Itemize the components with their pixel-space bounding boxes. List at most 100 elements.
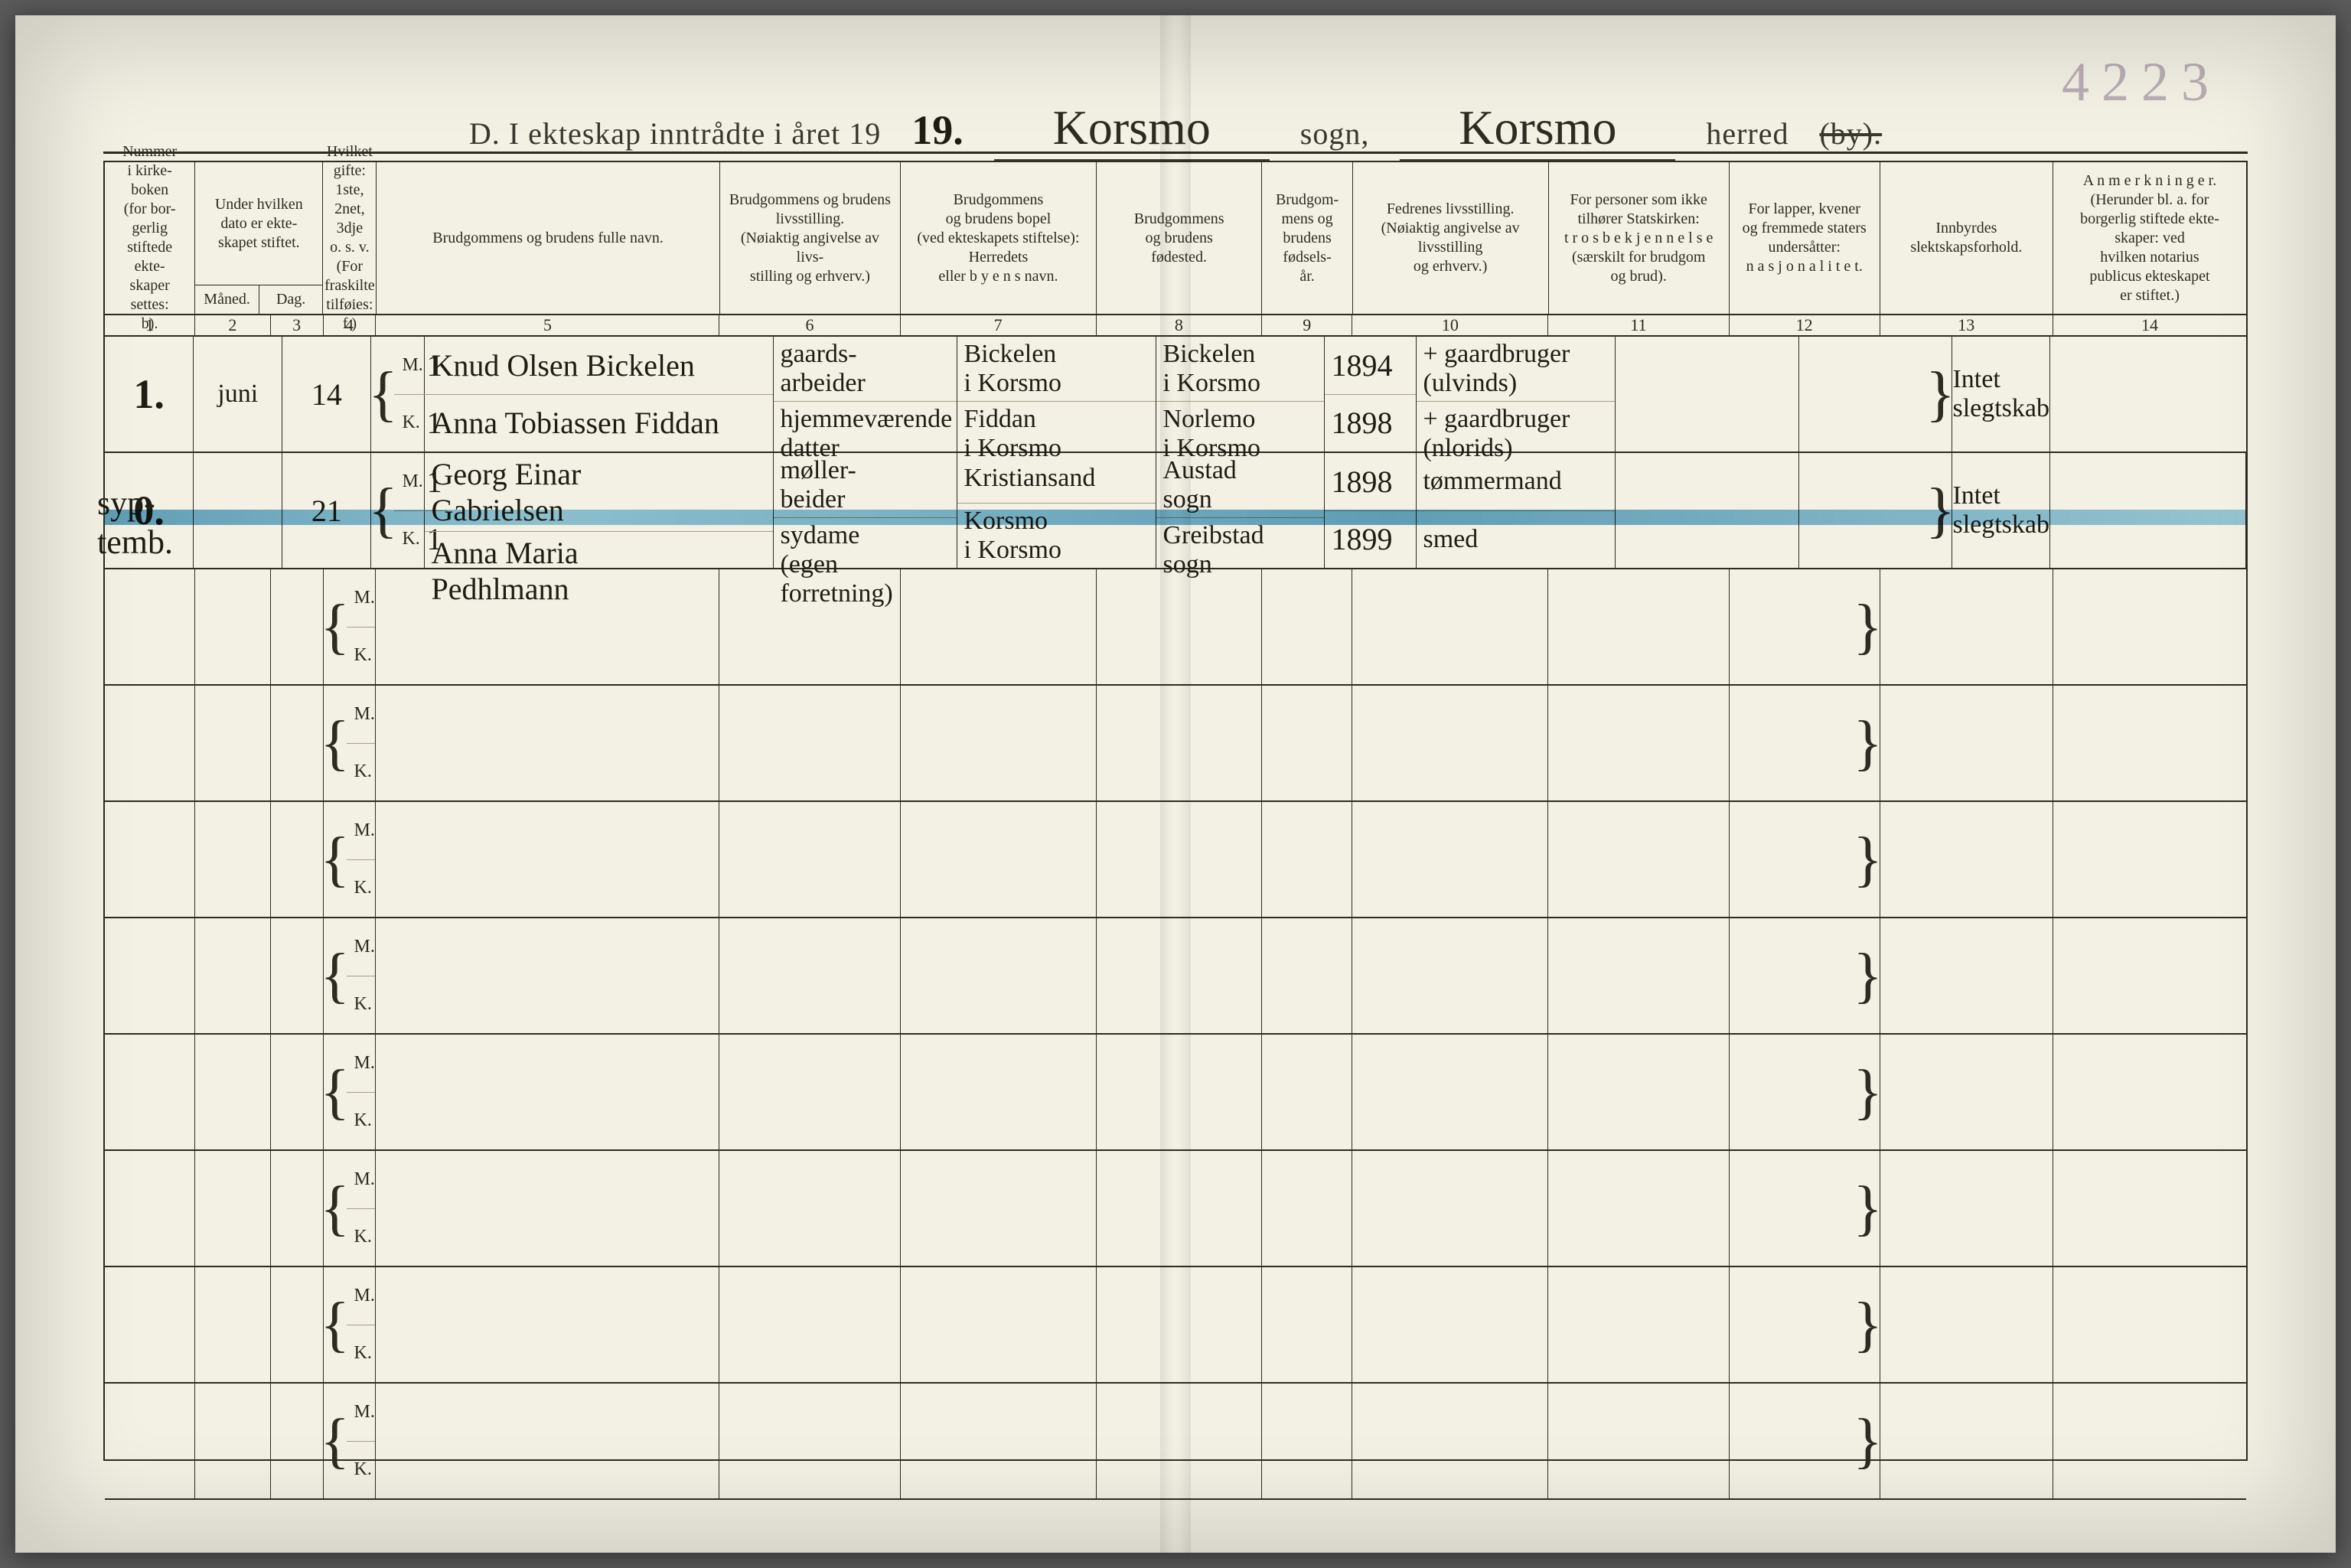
cell: KristiansandKorsmo i Korsmo xyxy=(957,453,1156,568)
brace-icon: { xyxy=(324,1035,347,1149)
mk-label-k: K. xyxy=(347,1343,373,1364)
colnum-4: 4 xyxy=(324,315,377,335)
colnum-6: 6 xyxy=(719,315,900,335)
cell-empty xyxy=(1548,1035,1729,1149)
cell-empty: {M.K. xyxy=(324,1267,377,1382)
cell-empty xyxy=(2053,686,2246,800)
cell-empty xyxy=(719,1267,900,1382)
brace-icon: { xyxy=(324,1267,347,1382)
cell: Intet slegtskab xyxy=(1952,453,2050,568)
mk-label-k: K. xyxy=(347,1459,373,1480)
cell-empty xyxy=(901,686,1097,800)
table-row-empty: {M. K.} xyxy=(105,1384,2246,1500)
table-row-empty: {M.K.} xyxy=(105,686,2246,802)
page-number-pencil: 4223 xyxy=(2062,51,2221,114)
cell-empty xyxy=(1097,918,1263,1033)
cell-empty: } xyxy=(1730,1384,1880,1498)
cell-empty: } xyxy=(1730,802,1880,917)
brace-icon: { xyxy=(371,453,394,568)
mk-label-k: K. xyxy=(347,1110,373,1131)
cell-empty xyxy=(195,686,270,800)
cell-empty xyxy=(1352,1151,1548,1266)
cell-empty: {M.K. xyxy=(324,1151,377,1266)
cell-empty xyxy=(1262,686,1352,800)
head-col-14: A n m e r k n i n g e r. (Herunder bl. a… xyxy=(2053,162,2246,314)
cell xyxy=(1616,337,1799,451)
colnum-2: 2 xyxy=(195,315,270,335)
brace-icon: { xyxy=(324,1151,347,1266)
brace-right-icon: } xyxy=(1857,686,1880,800)
cell-empty xyxy=(1262,918,1352,1033)
cell-empty xyxy=(1352,686,1548,800)
cell-empty xyxy=(719,686,900,800)
mk-label-k: K. xyxy=(347,761,373,782)
title-herred-label: herred xyxy=(1706,116,1789,152)
brace-right-icon: } xyxy=(1857,802,1880,917)
cell-empty xyxy=(195,918,270,1033)
cell-empty xyxy=(1097,569,1263,684)
cell-empty xyxy=(1880,569,2053,684)
head-col-2-3-sub: Måned. Dag. xyxy=(195,285,322,314)
title-row: D. I ekteskap inntrådte i året 19 19. Ko… xyxy=(15,99,2336,161)
cell-empty xyxy=(1097,686,1263,800)
head-col-13: Innbyrdes slektskapsforhold. xyxy=(1880,162,2053,314)
cell: 21 xyxy=(282,453,371,568)
head-sub-day: Dag. xyxy=(259,285,323,314)
cell: tømmermandsmed xyxy=(1417,453,1616,568)
handwriting: Bickelen i Korsmo xyxy=(1162,340,1260,398)
brace-icon: { xyxy=(324,1384,347,1498)
cell-empty xyxy=(1262,569,1352,684)
cell-empty xyxy=(271,1035,324,1149)
cell-empty xyxy=(1880,1384,2053,1498)
cell-empty xyxy=(1262,802,1352,917)
colnum-11: 11 xyxy=(1548,315,1729,335)
cell-empty xyxy=(1548,1384,1729,1498)
title-herred-hand: Korsmo xyxy=(1400,99,1675,161)
cell-empty xyxy=(271,802,324,917)
cell-empty xyxy=(2053,1384,2246,1498)
cell-empty xyxy=(271,918,324,1033)
cell-empty: {M.K. xyxy=(324,686,377,800)
cell: 18981899 xyxy=(1325,453,1417,568)
head-col-7: Brudgommens og brudens bopel (ved ektesk… xyxy=(901,162,1097,314)
mk-label-k: K. xyxy=(347,645,373,666)
cell: Georg Einar GabrielsenAnna Maria Pedhlma… xyxy=(425,453,774,568)
cell: 14 xyxy=(282,337,371,451)
cell-empty xyxy=(719,1151,900,1266)
cell-empty xyxy=(901,1267,1097,1382)
cell-empty xyxy=(2053,802,2246,917)
cell-empty xyxy=(1097,802,1263,917)
mk-label-m: M. xyxy=(347,1402,373,1423)
colnum-8: 8 xyxy=(1097,315,1263,335)
cell: {M.K.11 xyxy=(371,337,425,451)
colnum-5: 5 xyxy=(376,315,719,335)
title-struck-by: (by). xyxy=(1819,116,1882,152)
cell-empty: } xyxy=(1730,686,1880,800)
cell: gaards- arbeiderhjemmeværende datter xyxy=(774,337,957,451)
cell-empty xyxy=(1097,1035,1263,1149)
head-col-2-3: Under hvilken dato er ekte- skapet stift… xyxy=(195,162,323,314)
head-sub-month: Måned. xyxy=(195,285,259,314)
cell-empty xyxy=(2053,569,2246,684)
brace-icon: { xyxy=(324,918,347,1033)
cell-empty: } xyxy=(1730,1035,1880,1149)
cell-empty xyxy=(1548,686,1729,800)
head-col-11: For personer som ikke tilhører Statskirk… xyxy=(1549,162,1730,314)
mk-label-m: M. xyxy=(347,1169,373,1190)
cell-empty: {M.K. xyxy=(324,569,377,684)
cell: møller- beidersydame (egen forretning) xyxy=(774,453,957,568)
cell-empty xyxy=(1880,1035,2053,1149)
brace-right-icon: } xyxy=(1929,337,1952,451)
mk-label-k: K. xyxy=(394,529,420,549)
brace-right-icon: } xyxy=(1857,1151,1880,1266)
cell-empty xyxy=(1548,569,1729,684)
cell-empty xyxy=(719,918,900,1033)
handwriting: Intet slegtskab xyxy=(1952,481,2049,540)
colnum-13: 13 xyxy=(1880,315,2053,335)
cell-empty xyxy=(719,569,900,684)
cell: Intet slegtskab xyxy=(1952,337,2050,451)
cell: 18941898 xyxy=(1325,337,1417,451)
cell-empty xyxy=(901,569,1097,684)
cell-empty xyxy=(901,918,1097,1033)
table-row-empty: {M.K.} xyxy=(105,1035,2246,1151)
